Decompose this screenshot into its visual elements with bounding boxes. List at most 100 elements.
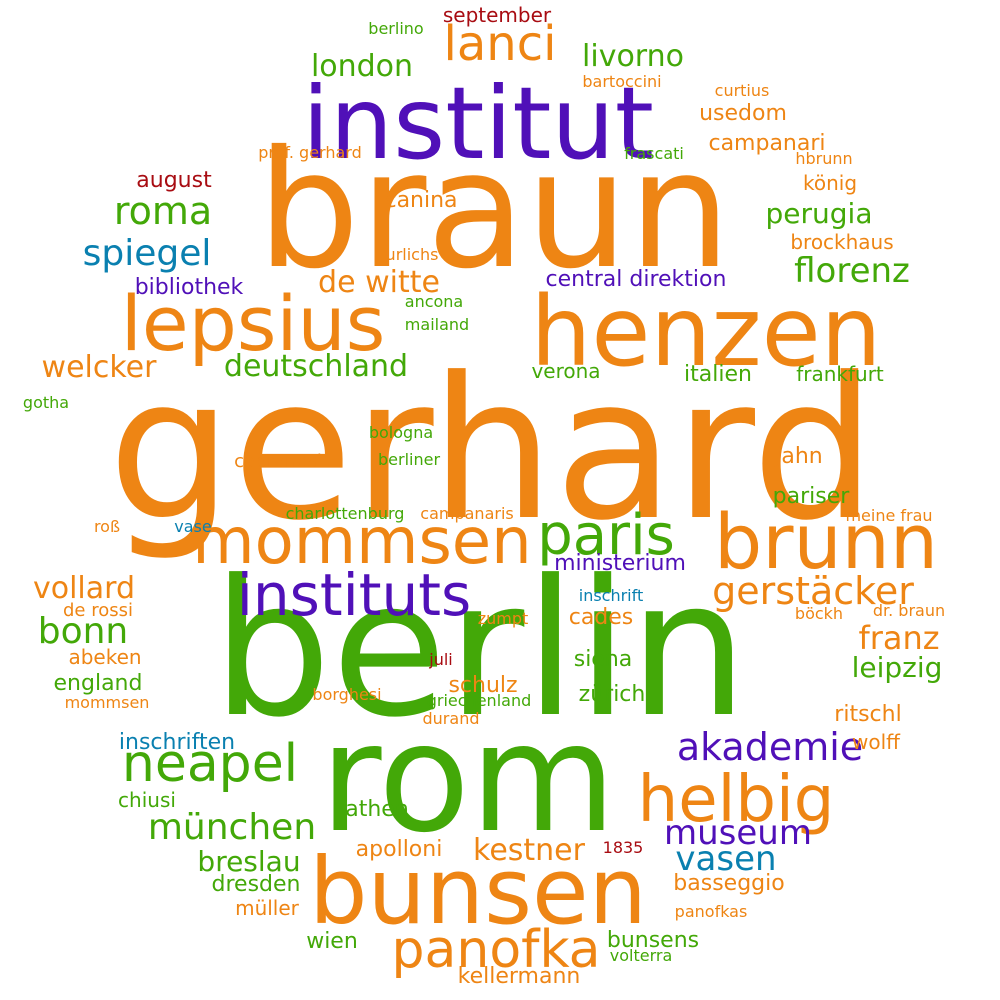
word-august: august (136, 168, 212, 193)
word-england: england (53, 671, 143, 696)
word-helbig: helbig (637, 763, 835, 837)
word-panofka: panofka (391, 920, 601, 980)
word-hbrunn: hbrunn (795, 149, 853, 168)
word-mailand: mailand (404, 315, 470, 334)
word-prof-gerhard: prof. gerhard (258, 143, 362, 162)
word-charlottenburg: charlottenburg (285, 504, 405, 523)
word-brockhaus: brockhaus (790, 230, 894, 254)
word-müller: müller (235, 896, 299, 920)
word-franz: franz (858, 619, 940, 657)
word-neapel: neapel (121, 734, 299, 794)
word-apolloni: apolloni (355, 837, 443, 862)
word-bunsens: bunsens (606, 928, 700, 953)
word-september: september (442, 3, 552, 27)
word-siena: siena (573, 647, 633, 672)
word-institut: institut (301, 65, 655, 182)
word-central-direktion: central direktion (545, 267, 727, 292)
word-inschrift: inschrift (578, 586, 644, 605)
word-campanari: campanari (708, 131, 826, 156)
word-frascati: frascati (624, 144, 684, 163)
word-juli: juli (429, 650, 453, 669)
word-panofkas: panofkas (674, 902, 748, 921)
word-bartoccini: bartoccini (582, 72, 662, 91)
word-inschriften: inschriften (118, 730, 236, 755)
word-kellermann: kellermann (457, 964, 581, 989)
word-münchen: münchen (147, 807, 317, 848)
word-meine-frau: meine frau (845, 506, 933, 525)
word-bunsen: bunsen (309, 838, 647, 945)
word-de-witte: de witte (318, 265, 440, 300)
word-wolff: wolff (852, 730, 900, 754)
word-abeken: abeken (68, 645, 142, 669)
word-curtius: curtius (714, 81, 770, 100)
word-campanaris: campanaris (420, 504, 514, 523)
word-brunn: brunn (714, 497, 938, 586)
word-urlichs: urlichs (385, 245, 439, 264)
word-pariser: pariser (772, 484, 850, 509)
word-henzen: henzen (530, 276, 882, 388)
word-vollard: vollard (32, 571, 136, 606)
word-könig: könig (802, 171, 858, 195)
word-durand: durand (422, 709, 480, 728)
word-ministerium: ministerium (554, 551, 686, 576)
word-berlino: berlino (368, 19, 424, 38)
word-mommsen-small: mommsen (64, 693, 150, 712)
word-chiusi: chiusi (118, 788, 176, 812)
word-dr-braun: dr. braun (872, 601, 946, 620)
word-breslau: breslau (197, 845, 301, 878)
word-kestner: kestner (473, 833, 585, 868)
word-perugia: perugia (765, 197, 873, 230)
word-italien: italien (684, 362, 752, 387)
word-roß: roß (93, 517, 121, 536)
word-borghesi: borghesi (312, 685, 382, 704)
word-usedom: usedom (699, 101, 787, 126)
word-bonn: bonn (37, 611, 129, 652)
word-schulz: schulz (448, 673, 518, 698)
word-vase: vase (174, 517, 212, 536)
word-akademie: akademie (676, 725, 864, 769)
word-livorno: livorno (582, 39, 684, 74)
word-berliner: berliner (377, 450, 441, 469)
word-de-rossi: de rossi (63, 600, 133, 621)
word-dresden: dresden (211, 872, 301, 897)
word-verona: verona (531, 359, 601, 383)
word-zürich: zürich (578, 682, 646, 707)
word-berlin: berlin (212, 540, 748, 759)
word-gerstäcker: gerstäcker (712, 569, 914, 613)
word-cades: cades (568, 605, 634, 630)
word-vasen: vasen (675, 839, 777, 879)
word-florenz: florenz (794, 251, 910, 291)
word-lanci: lanci (443, 16, 557, 72)
word-bologna: bologna (368, 423, 434, 442)
word-roma: roma (113, 189, 213, 233)
word-deutschland: deutschland (223, 349, 409, 384)
word-gerhard: gerhard (107, 336, 877, 564)
word-canina: canina (384, 188, 458, 213)
word-volterra: volterra (609, 946, 673, 965)
word-gotha: gotha (22, 393, 70, 412)
word-griechenland: griechenland (426, 691, 532, 710)
word-museum: museum (664, 813, 812, 853)
word-mommsen: mommsen (192, 505, 532, 579)
word-ancona: ancona (404, 292, 464, 311)
word-bibliothek: bibliothek (134, 275, 244, 300)
word-london: london (310, 49, 414, 84)
word-welcker: welcker (41, 350, 157, 385)
word-ritschl: ritschl (834, 702, 902, 727)
word-jahn: jahn (775, 444, 823, 469)
word-1835: 1835 (602, 838, 644, 857)
word-spiegel: spiegel (82, 233, 212, 274)
word-böckh: böckh (794, 604, 844, 623)
word-athen: athen (345, 797, 409, 822)
word-rom: rom (319, 692, 617, 866)
word-basseggio: basseggio (673, 871, 785, 896)
word-leipzig: leipzig (851, 651, 943, 684)
word-wien: wien (306, 929, 358, 954)
word-paris: paris (537, 503, 675, 568)
word-frankfurt: frankfurt (796, 362, 884, 386)
word-braun: braun (256, 117, 732, 305)
word-capranesi: capranesi (234, 451, 322, 472)
word-zumpt: zumpt (477, 609, 529, 628)
word-lepsius: lepsius (120, 279, 386, 368)
